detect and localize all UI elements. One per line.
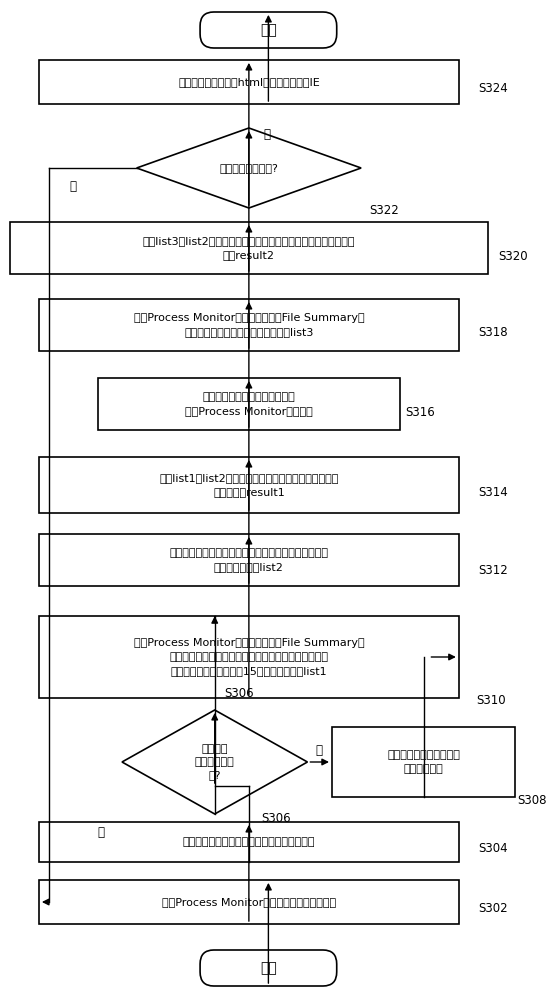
Bar (39, 60, 459, 104)
Text: 是最后一个浏览器?: 是最后一个浏览器? (219, 163, 278, 173)
Text: S306: S306 (224, 687, 254, 700)
Text: 是否可以
切换浏览器内
核?: 是否可以 切换浏览器内 核? (195, 744, 235, 780)
Bar (98, 378, 400, 430)
Text: 打开Process Monitor的监控结果中的File Summary窗
口，获取操作文件的全部列表，合并为文件夹，并按照
写入的字节数排序，取前15个文件夹: 打开Process Monitor的监控结果中的File Summary窗 口，… (133, 638, 364, 676)
Bar (39, 616, 459, 698)
Text: 否: 否 (69, 180, 77, 192)
Text: S324: S324 (478, 83, 508, 96)
Bar (39, 534, 459, 586)
Polygon shape (137, 128, 361, 208)
Bar (39, 822, 459, 862)
Text: 是: 是 (315, 744, 322, 756)
Polygon shape (122, 710, 307, 814)
Bar (332, 727, 515, 797)
Text: 是: 是 (263, 127, 271, 140)
Text: S310: S310 (476, 694, 506, 706)
Bar (10, 222, 488, 274)
Text: S308: S308 (517, 794, 547, 806)
Text: S304: S304 (478, 842, 508, 854)
FancyBboxPatch shape (200, 950, 337, 986)
FancyBboxPatch shape (200, 12, 337, 48)
Text: 比较list3和list2，得出第二批对比结果：浏览器自清理缓存操作，
存为result2: 比较list3和list2，得出第二批对比结果：浏览器自清理缓存操作， 存为re… (143, 236, 355, 260)
Text: S314: S314 (478, 486, 508, 498)
Text: S320: S320 (498, 249, 527, 262)
Text: 开启Process Monitor，监控指定的浏览器进程: 开启Process Monitor，监控指定的浏览器进程 (162, 897, 336, 907)
Text: 比较list1和list2，得出第一批对比结果：浏览器写文件
操作，存为result1: 比较list1和list2，得出第一批对比结果：浏览器写文件 操作，存为resu… (159, 473, 338, 497)
Text: 将两批对比结果写成html展示页，并弹出IE: 将两批对比结果写成html展示页，并弹出IE (178, 77, 320, 87)
Text: S306: S306 (262, 812, 291, 824)
Text: 打开安全卫士的垃圾清理功能，扫描该浏览器的垃圾，
获取结果，存为list2: 打开安全卫士的垃圾清理功能，扫描该浏览器的垃圾， 获取结果，存为list2 (169, 548, 328, 572)
Bar (39, 880, 459, 924)
Text: 开始: 开始 (260, 961, 277, 975)
Text: 结束: 结束 (260, 23, 277, 37)
Text: 打开Process Monitor的监控结果中的File Summary窗
口，获取操作文件的全部列表，存为list3: 打开Process Monitor的监控结果中的File Summary窗 口，… (133, 313, 364, 337)
Bar (39, 457, 459, 513)
Text: S318: S318 (478, 326, 508, 340)
Text: 对浏览器的每个页面进行
切换内核操作: 对浏览器的每个页面进行 切换内核操作 (387, 750, 460, 774)
Text: S302: S302 (478, 902, 508, 914)
Text: 启动浏览器，并打开一批网站，用于产生垃圾: 启动浏览器，并打开一批网站，用于产生垃圾 (182, 837, 315, 847)
Text: S322: S322 (369, 204, 399, 217)
Text: 调用浏览器的自清理缓存行为，
并用Process Monitor进行跟踪: 调用浏览器的自清理缓存行为， 并用Process Monitor进行跟踪 (185, 392, 313, 416)
Text: S312: S312 (478, 564, 508, 576)
Bar (39, 299, 459, 351)
Text: S316: S316 (405, 406, 435, 418)
Text: 否: 否 (97, 826, 104, 838)
